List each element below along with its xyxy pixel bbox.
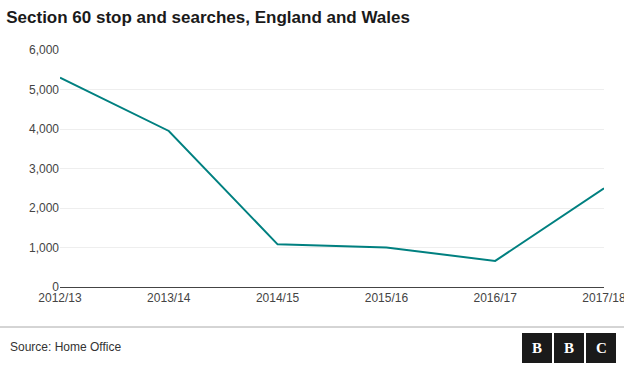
svg-text:4,000: 4,000 (29, 122, 59, 136)
svg-text:0: 0 (52, 280, 59, 294)
svg-text:5,000: 5,000 (29, 83, 59, 97)
svg-text:2017/18: 2017/18 (582, 291, 624, 305)
svg-text:2013/14: 2013/14 (147, 291, 191, 305)
svg-text:2015/16: 2015/16 (365, 291, 409, 305)
svg-text:2012/13: 2012/13 (38, 291, 82, 305)
svg-text:Section 60 stop and searches,: Section 60 stop and searches, England an… (6, 8, 410, 27)
svg-text:B: B (532, 340, 542, 356)
svg-text:6,000: 6,000 (29, 43, 59, 57)
svg-text:2016/17: 2016/17 (474, 291, 518, 305)
svg-text:3,000: 3,000 (29, 162, 59, 176)
svg-text:2,000: 2,000 (29, 201, 59, 215)
svg-text:B: B (564, 340, 574, 356)
svg-text:1,000: 1,000 (29, 241, 59, 255)
svg-text:2014/15: 2014/15 (256, 291, 300, 305)
svg-text:Source: Home Office: Source: Home Office (10, 340, 121, 354)
svg-text:C: C (596, 340, 607, 356)
